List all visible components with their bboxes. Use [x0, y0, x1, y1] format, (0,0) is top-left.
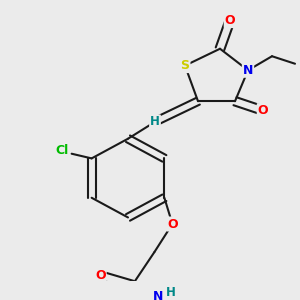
Text: Cl: Cl: [55, 144, 68, 158]
Text: H: H: [150, 115, 160, 128]
Text: O: O: [95, 269, 106, 282]
Text: O: O: [225, 14, 235, 27]
Text: S: S: [181, 59, 190, 72]
Text: O: O: [258, 104, 268, 117]
Text: N: N: [153, 290, 164, 300]
Text: H: H: [165, 286, 175, 299]
Text: N: N: [243, 64, 253, 77]
Text: O: O: [167, 218, 178, 230]
